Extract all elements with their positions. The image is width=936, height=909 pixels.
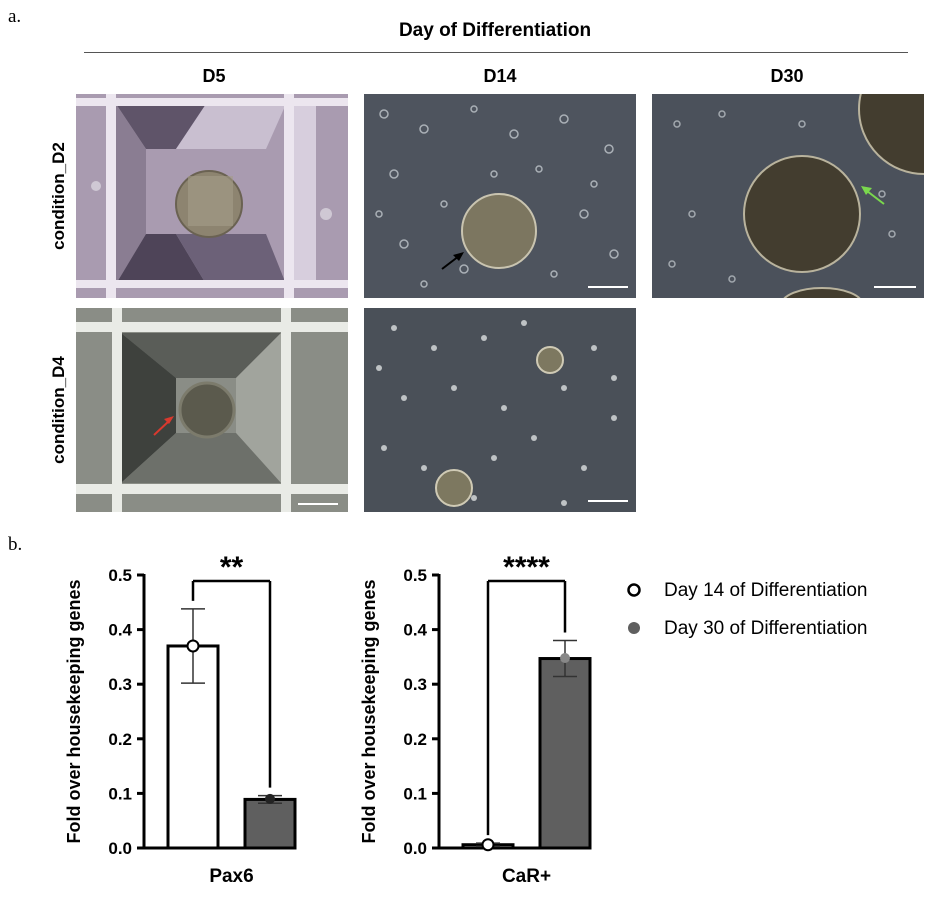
y-tick-label: 0.0 [108,839,132,858]
legend-label-day30: Day 30 of Differentiation [664,618,868,639]
y-tick-label: 0.5 [108,566,132,585]
y-tick-label: 0.3 [403,675,427,694]
column-header-d30: D30 [770,66,804,86]
data-point-day14 [481,838,495,852]
row-label-condition-d2: condition_D2 [49,142,68,250]
y-tick-label: 0.3 [108,675,132,694]
chart-pax6-svg: Fold over housekeeping genes 0.0 0.1 0.2 0.3… [64,551,297,887]
micrograph-d30-condition-d2 [652,94,924,298]
y-tick-label: 0.4 [403,621,427,640]
y-tick-label: 0.1 [108,784,132,803]
panel-b-letter: b. [8,534,23,555]
micrograph-d5-condition-d4 [76,308,348,512]
micrograph-d14-condition-d2 [364,94,636,298]
x-axis-label: CaR+ [502,866,551,887]
micrograph-d14-condition-d4 [364,308,636,512]
column-header-d14: D14 [483,66,517,86]
chart-car-svg: Fold over housekeeping genes 0.0 0.1 0.2 0.3… [359,551,592,887]
bar-day30 [538,657,592,850]
x-axis-label: Pax6 [209,866,253,887]
significance-label: ** [220,551,244,584]
bar-chart-car: Fold over housekeeping genes 0.0 0.1 0.2 0.3… [355,550,615,904]
panel-a-letter: a. [8,6,22,27]
bar-day30 [243,797,297,850]
header-title: Day of Differentiation [398,20,592,41]
significance-label: **** [503,551,550,584]
y-tick-label: 0.2 [403,730,427,749]
data-point-day30 [560,652,570,663]
row-label-condition-d4: condition_D4 [49,356,68,464]
legend: Day 14 of Differentiation Day 30 of Diff… [620,576,920,646]
y-tick-label: 0.0 [403,839,427,858]
y-axis-label: Fold over housekeeping genes [64,579,84,843]
y-tick-label: 0.5 [403,566,427,585]
y-axis-label: Fold over housekeeping genes [359,579,379,843]
bar-chart-pax6: Fold over housekeeping genes 0.0 0.1 0.2 0.3… [60,550,320,904]
header-divider [84,52,908,53]
legend-marker-day14 [627,583,641,597]
y-tick-label: 0.4 [108,621,132,640]
legend-label-day14: Day 14 of Differentiation [664,580,868,601]
column-header-d5: D5 [202,66,226,86]
legend-marker-day30 [628,622,640,634]
data-point-day30 [265,793,275,804]
y-tick-label: 0.1 [403,784,427,803]
data-point-day14 [186,639,200,653]
micrograph-d5-condition-d2 [76,94,348,298]
y-tick-label: 0.2 [108,730,132,749]
